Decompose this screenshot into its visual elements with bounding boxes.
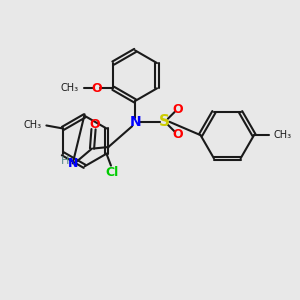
Text: S: S — [159, 114, 170, 129]
Text: O: O — [172, 103, 183, 116]
Text: N: N — [68, 157, 78, 170]
Text: CH₃: CH₃ — [24, 121, 42, 130]
Text: O: O — [90, 118, 100, 131]
Text: H: H — [61, 156, 69, 166]
Text: O: O — [92, 82, 102, 95]
Text: O: O — [172, 128, 183, 141]
Text: N: N — [129, 115, 141, 129]
Text: CH₃: CH₃ — [61, 83, 79, 93]
Text: Cl: Cl — [106, 166, 119, 178]
Text: CH₃: CH₃ — [273, 130, 292, 140]
